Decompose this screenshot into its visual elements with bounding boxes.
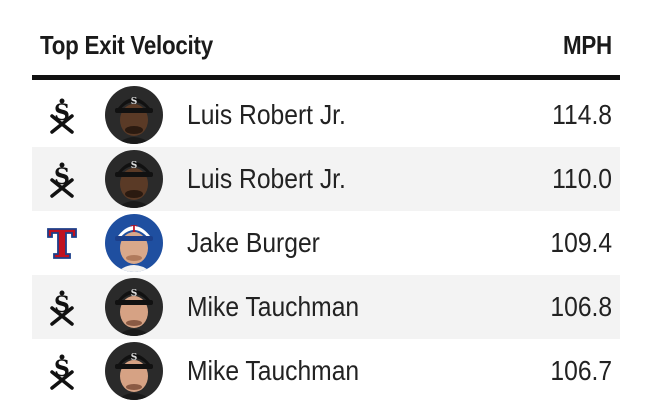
player-name: Luis Robert Jr. xyxy=(187,163,346,194)
exit-velocity-value: 109.4 xyxy=(550,227,612,258)
table-row[interactable]: S S Luis Robert Jr. 114.8 xyxy=(32,83,620,147)
exit-velocity-value: 110.0 xyxy=(552,163,612,194)
unit-column-header: MPH xyxy=(563,30,612,60)
table-row[interactable]: S S Mike Tauchman 106.8 xyxy=(32,275,620,339)
white-sox-logo-icon: S xyxy=(32,352,92,390)
table-row[interactable]: S S Luis Robert Jr. 110.0 xyxy=(32,147,620,211)
table-row[interactable]: S S Mike Tauchman 106.7 xyxy=(32,339,620,403)
svg-text:S: S xyxy=(131,353,138,363)
table-row[interactable]: T Jake Burger 109.4 xyxy=(32,211,620,275)
leaderboard-title: Top Exit Velocity xyxy=(40,30,213,60)
exit-velocity-leaderboard: Top Exit Velocity MPH S S xyxy=(32,16,620,403)
avatar: S xyxy=(105,86,163,144)
leaderboard-rows: S S Luis Robert Jr. 114.8 xyxy=(32,83,620,403)
white-sox-logo-icon: S xyxy=(32,288,92,326)
svg-text:S: S xyxy=(131,161,138,171)
avatar: S xyxy=(105,342,163,400)
avatar: T xyxy=(105,214,163,272)
leaderboard-header: Top Exit Velocity MPH xyxy=(32,16,620,80)
player-name: Jake Burger xyxy=(187,227,320,258)
avatar: S xyxy=(105,150,163,208)
exit-velocity-value: 114.8 xyxy=(552,99,612,130)
svg-text:S: S xyxy=(131,289,138,299)
white-sox-logo-icon: S xyxy=(32,160,92,198)
player-name: Luis Robert Jr. xyxy=(187,99,346,130)
svg-text:S: S xyxy=(131,97,138,107)
rangers-logo-icon xyxy=(32,224,92,262)
exit-velocity-value: 106.7 xyxy=(550,355,612,386)
player-name: Mike Tauchman xyxy=(187,291,360,322)
exit-velocity-value: 106.8 xyxy=(550,291,612,322)
svg-text:T: T xyxy=(131,225,138,235)
avatar: S xyxy=(105,278,163,336)
white-sox-logo-icon: S xyxy=(32,96,92,134)
player-name: Mike Tauchman xyxy=(187,355,360,386)
